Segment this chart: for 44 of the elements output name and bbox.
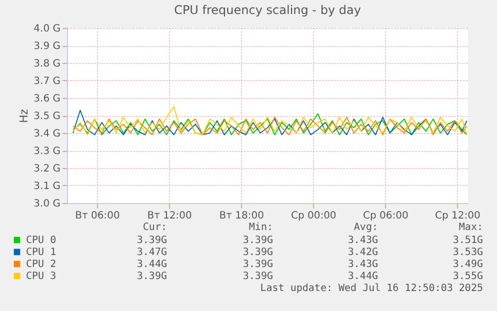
text: 3.44G [348, 271, 378, 282]
text: Max: [458, 222, 483, 233]
chart-title: CPU frequency scaling - by day [174, 3, 361, 17]
legend-label: CPU 2 [26, 259, 56, 270]
x-tick-label: Ср 12:00 [435, 210, 480, 222]
y-tick-label: 4.0 G [34, 24, 60, 34]
x-tick-label: Вт 06:00 [75, 210, 120, 222]
text: 3.39G [242, 235, 273, 246]
x-tick-label: Ср 00:00 [290, 210, 336, 222]
text: 3.39G [136, 271, 167, 282]
text: Cur: [142, 222, 167, 233]
text: 3.53G [452, 247, 483, 258]
y-tick-label: 3.7 G [34, 76, 60, 87]
text: 3.49G [452, 259, 483, 270]
y-axis-title: Hz [18, 108, 31, 124]
y-tick-label: 3.1 G [34, 181, 60, 192]
y-tick-label: 3.0 G [34, 198, 60, 210]
x-tick-label: Вт 12:00 [147, 210, 192, 222]
y-tick-label: 3.5 G [34, 111, 60, 122]
text: Last update: Wed Jul 16 12:50:03 2025 [260, 283, 483, 294]
x-tick-label: Ср 06:00 [362, 210, 408, 222]
text: 3.39G [136, 235, 167, 246]
legend-label: CPU 0 [26, 235, 56, 246]
text: 3.43G [348, 259, 378, 270]
text: 3.43G [348, 235, 378, 246]
x-tick-label: Вт 18:00 [219, 210, 264, 222]
text: Min: [248, 222, 273, 233]
y-tick-label: 3.9 G [34, 41, 60, 52]
y-tick-label: 3.2 G [34, 164, 60, 174]
text: 3.39G [242, 259, 273, 270]
text: Avg: [354, 222, 378, 233]
y-tick-label: 3.8 G [34, 58, 60, 70]
text: 3.39G [242, 247, 273, 258]
text: 3.39G [242, 271, 273, 282]
text: 3.42G [348, 247, 378, 258]
text: 3.55G [452, 271, 483, 282]
text: 3.51G [452, 235, 483, 246]
legend-label: CPU 3 [26, 271, 56, 282]
text: 3.47G [136, 247, 167, 258]
text: 3.44G [136, 259, 167, 270]
y-tick-label: 3.6 G [34, 94, 60, 104]
legend-label: CPU 1 [26, 247, 56, 258]
y-tick-label: 3.3 G [34, 146, 60, 157]
y-tick-label: 3.4 G [34, 128, 60, 140]
